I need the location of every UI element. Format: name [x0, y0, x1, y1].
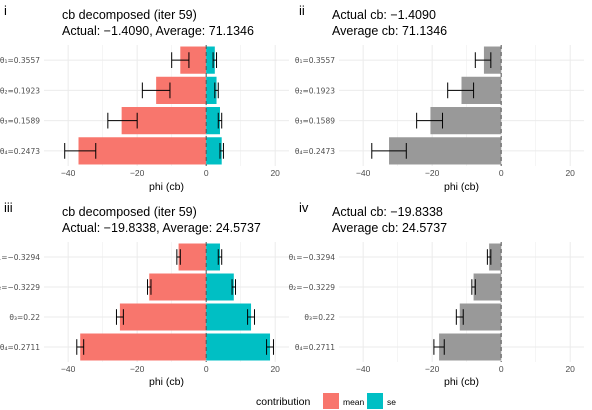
x-tick-label: −20	[425, 364, 440, 374]
y-tick-label: θ₃=0.1589	[0, 117, 40, 126]
chart-panel-ii: ii Actual cb: −1.4090 Average cb: 71.1346 θ…	[295, 3, 584, 193]
bar-mean	[78, 137, 207, 165]
x-tick-label: 20	[565, 364, 575, 374]
legend-title: contribution	[256, 396, 310, 408]
bar-se	[206, 243, 220, 271]
panel-title-line2: Actual: −1.4090, Average: 71.1346	[62, 24, 254, 38]
panel-title-line2: Average cb: 71.1346	[332, 24, 447, 38]
bar-value	[389, 137, 502, 165]
panel-title-line2: Average cb: 24.5737	[332, 221, 447, 235]
legend-label-mean: mean	[343, 397, 365, 407]
x-tick-label: 20	[270, 168, 280, 178]
x-tick-label: 20	[565, 168, 575, 178]
x-tick-label: −20	[130, 364, 145, 374]
y-tick-label: θ₂=0.1923	[295, 86, 335, 95]
chart-panel-iv: iv Actual cb: −19.8338 Average cb: 24.5737…	[289, 200, 584, 388]
y-tick-label: θ₄=0.2711	[295, 343, 335, 352]
bar-mean	[178, 243, 207, 271]
y-tick-label: θ₃=0.22	[304, 313, 335, 322]
x-tick-label: −20	[425, 168, 440, 178]
bar-value	[489, 243, 502, 271]
y-tick-label: θ₂=−0.3229	[289, 283, 336, 292]
legend-swatch-se	[367, 393, 383, 409]
bar-mean	[119, 303, 207, 331]
bar-mean	[80, 333, 207, 361]
y-tick-label: θ₃=0.22	[9, 313, 40, 322]
y-tick-label: θ₂=−0.3229	[0, 283, 40, 292]
y-tick-label: θ₃=0.1589	[295, 117, 335, 126]
bar-se	[206, 333, 271, 361]
y-tick-label: θ₁=0.3557	[0, 56, 40, 65]
chart-panel-iii: iii cb decomposed (iter 59) Actual: −19.83…	[0, 200, 289, 388]
x-tick-label: −40	[356, 364, 371, 374]
panels-group: i cb decomposed (iter 59) Actual: −1.4090,…	[0, 3, 584, 388]
bar-mean	[149, 273, 207, 301]
chart-panel-i: i cb decomposed (iter 59) Actual: −1.4090,…	[0, 3, 289, 193]
panel-title-line1: Actual cb: −1.4090	[332, 8, 436, 22]
bar-se	[206, 273, 234, 301]
x-tick-label: 0	[204, 168, 209, 178]
panel-label: i	[4, 3, 7, 18]
x-axis-label: phi (cb)	[149, 376, 184, 388]
bar-se	[206, 76, 217, 104]
y-tick-label: θ₄=0.2473	[0, 147, 40, 156]
y-tick-label: θ₂=0.1923	[0, 86, 40, 95]
x-axis-label: phi (cb)	[444, 181, 479, 193]
panel-title-line2: Actual: −19.8338, Average: 24.5737	[62, 221, 261, 235]
legend-label-se: se	[387, 397, 396, 407]
x-tick-label: 0	[499, 364, 504, 374]
legend-swatch-mean	[323, 393, 339, 409]
bar-se	[206, 107, 220, 135]
y-tick-label: θ₄=0.2711	[0, 343, 40, 352]
x-axis-label: phi (cb)	[149, 181, 184, 193]
x-tick-label: −20	[130, 168, 145, 178]
panel-title-line1: Actual cb: −19.8338	[332, 205, 443, 219]
panel-title-line1: cb decomposed (iter 59)	[62, 205, 197, 219]
bar-value	[439, 333, 502, 361]
x-tick-label: −40	[61, 168, 76, 178]
bar-se	[206, 46, 215, 74]
x-tick-label: 20	[270, 364, 280, 374]
bar-se	[206, 303, 252, 331]
bar-value	[459, 303, 502, 331]
x-axis-label: phi (cb)	[444, 376, 479, 388]
y-tick-label: θ₁=−0.3294	[0, 253, 40, 262]
y-tick-label: θ₁=−0.3294	[289, 253, 336, 262]
bar-value	[483, 46, 502, 74]
x-tick-label: 0	[204, 364, 209, 374]
x-tick-label: 0	[499, 168, 504, 178]
x-tick-label: −40	[356, 168, 371, 178]
x-tick-label: −40	[61, 364, 76, 374]
panel-title-line1: cb decomposed (iter 59)	[62, 8, 197, 22]
y-tick-label: θ₁=0.3557	[295, 56, 335, 65]
panel-label: iii	[4, 200, 13, 215]
panel-label: iv	[299, 200, 309, 215]
legend: contribution mean se	[256, 393, 396, 409]
bar-se	[206, 137, 222, 165]
bar-value	[473, 273, 502, 301]
panel-label: ii	[299, 3, 305, 18]
y-tick-label: θ₄=0.2473	[295, 147, 335, 156]
